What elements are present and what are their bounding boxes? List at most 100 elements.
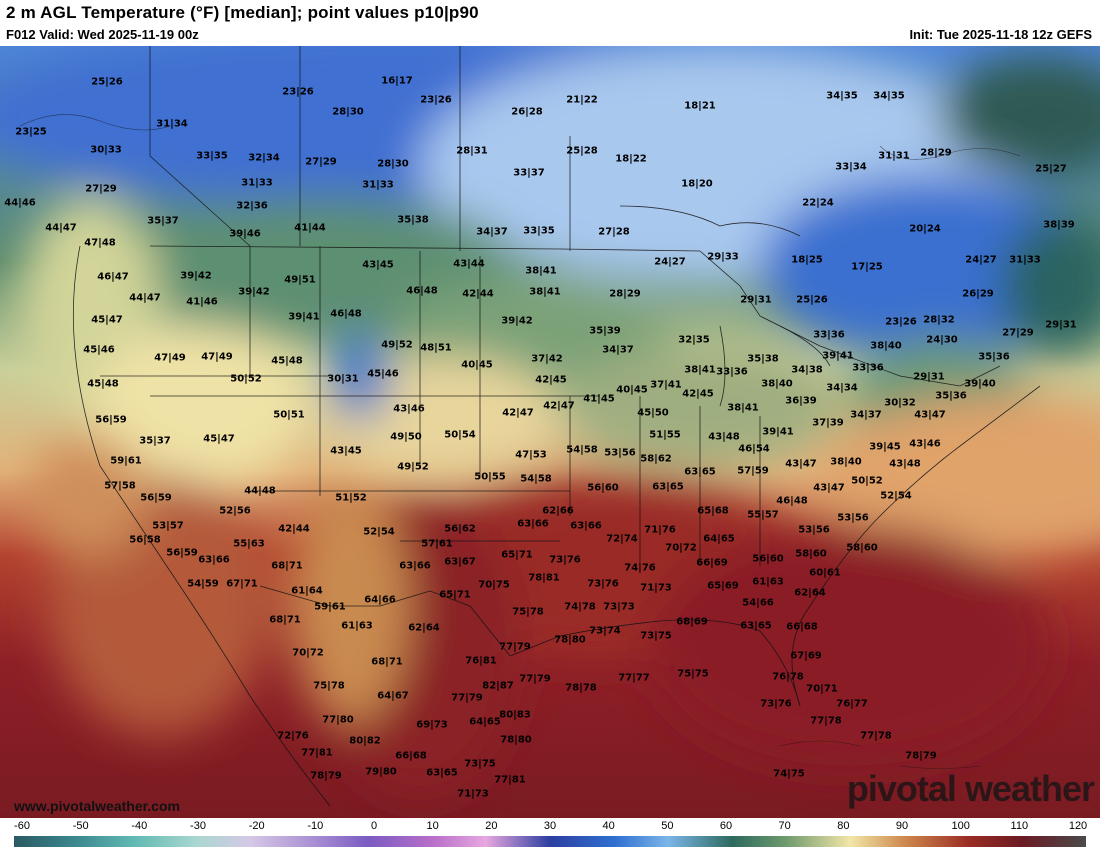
- point-value-label: 47|49: [201, 351, 233, 363]
- point-value-label: 74|76: [624, 562, 656, 574]
- point-value-label: 46|48: [776, 495, 808, 507]
- color-scale-tick: 10: [426, 820, 439, 832]
- point-value-label: 21|22: [566, 94, 598, 106]
- point-value-label: 31|33: [362, 179, 394, 191]
- point-value-label: 28|30: [332, 106, 364, 118]
- point-value-label: 29|31: [740, 294, 772, 306]
- point-value-label: 34|37: [850, 409, 882, 421]
- point-value-label: 64|65: [703, 533, 735, 545]
- point-value-label: 44|48: [244, 485, 276, 497]
- point-value-label: 32|34: [248, 152, 280, 164]
- point-value-label: 68|71: [271, 560, 303, 572]
- point-value-label: 67|69: [790, 650, 822, 662]
- point-value-label: 44|47: [129, 292, 161, 304]
- point-value-label: 36|39: [785, 395, 817, 407]
- point-value-label: 52|54: [880, 490, 912, 502]
- point-value-label: 34|34: [826, 382, 858, 394]
- init-time: Init: Tue 2025-11-18 12z GEFS: [909, 27, 1092, 42]
- point-value-label: 51|52: [335, 492, 367, 504]
- point-value-label: 17|25: [851, 261, 883, 273]
- point-value-label: 54|58: [520, 473, 552, 485]
- point-value-label: 64|65: [469, 716, 501, 728]
- point-value-label: 16|17: [381, 75, 413, 87]
- color-scale-tick: 60: [719, 820, 733, 832]
- point-value-label: 74|78: [564, 601, 596, 613]
- map-title: 2 m AGL Temperature (°F) [median]; point…: [6, 3, 479, 22]
- point-value-label: 33|36: [852, 362, 884, 374]
- point-value-label: 54|59: [187, 578, 219, 590]
- point-value-label: 41|45: [583, 393, 615, 405]
- color-scale-tick: -30: [190, 820, 206, 832]
- point-value-label: 26|29: [962, 288, 994, 300]
- point-value-label: 53|56: [798, 524, 830, 536]
- point-value-label: 39|42: [238, 286, 270, 298]
- point-value-label: 57|59: [737, 465, 769, 477]
- point-value-label: 53|56: [837, 512, 869, 524]
- point-value-label: 33|37: [513, 167, 545, 179]
- point-value-label: 40|45: [461, 359, 493, 371]
- website-watermark: www.pivotalweather.com: [14, 798, 180, 814]
- point-value-label: 31|34: [156, 118, 188, 130]
- point-value-label: 43|48: [708, 431, 740, 443]
- point-value-label: 40|45: [616, 384, 648, 396]
- point-value-label: 65|69: [707, 580, 739, 592]
- color-scale: -60 -50 -40 -30 -20 -10 0 10 20 30 40 50 60 70 80 90 100…: [0, 818, 1100, 850]
- point-value-label: 76|81: [465, 655, 497, 667]
- point-value-label: 65|68: [697, 505, 729, 517]
- point-value-label: 63|66: [570, 520, 602, 532]
- brand-logo: pivotal weather: [846, 768, 1095, 809]
- point-value-label: 29|31: [1045, 319, 1077, 331]
- point-value-label: 43|47: [785, 458, 817, 470]
- point-value-label: 54|58: [566, 444, 598, 456]
- point-value-label: 42|47: [543, 400, 575, 412]
- point-value-label: 73|75: [464, 758, 496, 770]
- point-value-label: 33|34: [835, 161, 867, 173]
- point-value-label: 58|62: [640, 453, 672, 465]
- point-value-label: 30|31: [327, 373, 359, 385]
- point-value-label: 62|66: [542, 505, 574, 517]
- point-value-label: 69|73: [416, 719, 448, 731]
- point-value-label: 37|42: [531, 353, 563, 365]
- point-values-layer: 25|26 23|26 16|17 23|26 28|30 26|28 21|22 18|21…: [0, 46, 1100, 818]
- point-value-label: 79|80: [365, 766, 397, 778]
- point-value-label: 61|63: [341, 620, 373, 632]
- point-value-label: 25|27: [1035, 163, 1067, 175]
- point-value-label: 47|53: [515, 449, 547, 461]
- point-value-label: 56|60: [752, 553, 784, 565]
- point-value-label: 18|25: [791, 254, 823, 266]
- point-value-label: 72|74: [606, 533, 638, 545]
- point-value-label: 23|25: [15, 126, 47, 138]
- color-scale-tick: 30: [543, 820, 557, 832]
- point-value-label: 63|65: [652, 481, 684, 493]
- point-value-label: 53|57: [152, 520, 184, 532]
- point-value-label: 77|79: [499, 641, 531, 653]
- point-value-label: 31|33: [241, 177, 273, 189]
- point-value-label: 35|39: [589, 325, 621, 337]
- point-value-label: 35|37: [139, 435, 171, 447]
- point-value-label: 78|80: [554, 634, 586, 646]
- point-value-label: 22|24: [802, 197, 834, 209]
- point-value-label: 23|26: [885, 316, 917, 328]
- temperature-map[interactable]: 25|26 23|26 16|17 23|26 28|30 26|28 21|22 18|21…: [0, 46, 1100, 818]
- point-value-label: 77|79: [451, 692, 483, 704]
- point-value-label: 18|20: [681, 178, 713, 190]
- point-value-label: 66|68: [395, 750, 427, 762]
- point-value-label: 70|71: [806, 683, 838, 695]
- point-value-label: 33|35: [196, 150, 228, 162]
- point-value-label: 44|46: [4, 197, 36, 209]
- point-value-label: 30|32: [884, 397, 916, 409]
- point-value-label: 38|40: [761, 378, 793, 390]
- point-value-label: 39|41: [288, 311, 320, 323]
- point-value-label: 76|77: [836, 698, 868, 710]
- point-value-label: 45|50: [637, 407, 669, 419]
- point-value-label: 31|33: [1009, 254, 1041, 266]
- point-value-label: 65|71: [501, 549, 533, 561]
- point-value-label: 45|47: [91, 314, 123, 326]
- point-value-label: 72|76: [277, 730, 309, 742]
- point-value-label: 24|27: [654, 256, 686, 268]
- point-value-label: 46|47: [97, 271, 129, 283]
- point-value-label: 78|79: [905, 750, 937, 762]
- point-value-label: 45|46: [83, 344, 115, 356]
- point-value-label: 38|41: [525, 265, 557, 277]
- point-value-label: 38|40: [830, 456, 862, 468]
